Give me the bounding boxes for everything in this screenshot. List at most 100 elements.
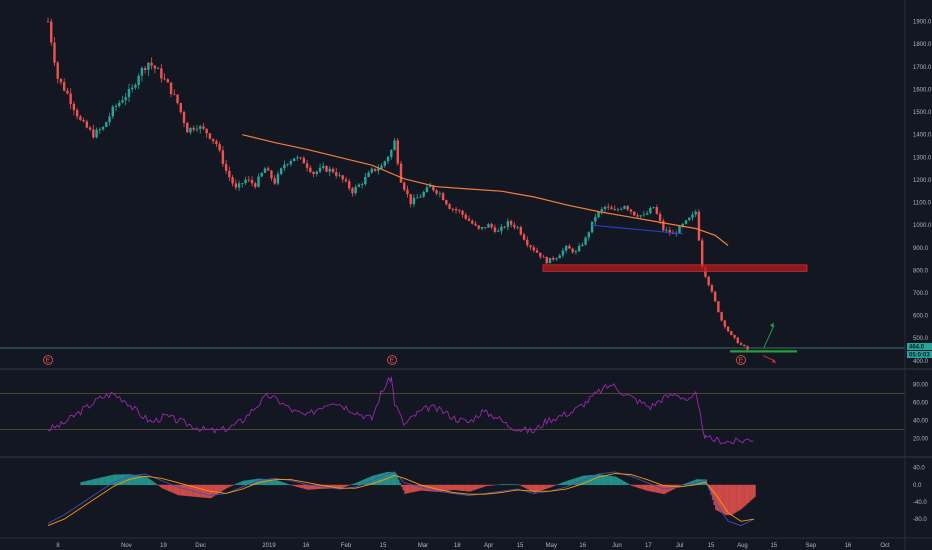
candle[interactable]	[639, 215, 642, 219]
candle[interactable]	[322, 162, 325, 170]
candle[interactable]	[412, 194, 416, 208]
up-arrow[interactable]	[763, 325, 775, 348]
candle[interactable]	[383, 160, 387, 168]
earnings-marker[interactable]	[43, 355, 53, 365]
candle[interactable]	[564, 244, 568, 254]
candle[interactable]	[205, 128, 208, 138]
macd-pane[interactable]	[47, 471, 756, 527]
candle[interactable]	[726, 325, 730, 333]
candle[interactable]	[529, 244, 532, 251]
candle[interactable]	[532, 244, 535, 253]
candle[interactable]	[626, 204, 629, 212]
candle[interactable]	[519, 225, 523, 236]
candle[interactable]	[522, 232, 526, 241]
candle[interactable]	[137, 73, 140, 90]
candle[interactable]	[331, 167, 335, 174]
candle[interactable]	[558, 253, 561, 259]
candle[interactable]	[247, 176, 250, 183]
candle[interactable]	[694, 209, 697, 218]
candle[interactable]	[186, 122, 189, 133]
candle[interactable]	[623, 205, 626, 210]
candle[interactable]	[85, 119, 89, 129]
candle[interactable]	[743, 344, 746, 347]
candle[interactable]	[140, 66, 144, 82]
candle[interactable]	[211, 138, 215, 145]
candle[interactable]	[691, 211, 694, 221]
candle[interactable]	[328, 166, 331, 177]
candle[interactable]	[347, 178, 351, 191]
candle[interactable]	[500, 224, 503, 235]
candle[interactable]	[406, 185, 409, 198]
candle[interactable]	[733, 334, 736, 340]
candle[interactable]	[717, 301, 720, 313]
candle[interactable]	[121, 96, 124, 104]
candle[interactable]	[367, 170, 370, 178]
candle[interactable]	[82, 117, 85, 123]
macd-histogram[interactable]	[80, 471, 756, 516]
candle[interactable]	[62, 78, 66, 92]
candle[interactable]	[224, 159, 228, 174]
candle[interactable]	[182, 110, 186, 128]
candle[interactable]	[53, 37, 56, 67]
candle[interactable]	[386, 155, 390, 164]
earnings-marker[interactable]	[736, 355, 746, 365]
candle[interactable]	[179, 102, 182, 115]
candle[interactable]	[254, 181, 257, 189]
candle[interactable]	[681, 222, 684, 229]
candle[interactable]	[250, 176, 254, 187]
candle[interactable]	[69, 88, 72, 110]
candle[interactable]	[493, 224, 497, 234]
candle[interactable]	[79, 114, 82, 121]
candle[interactable]	[108, 112, 111, 126]
candle[interactable]	[435, 189, 438, 196]
candle[interactable]	[234, 179, 238, 190]
candle[interactable]	[153, 64, 157, 74]
candle[interactable]	[399, 160, 403, 184]
candle[interactable]	[710, 283, 714, 294]
candle[interactable]	[393, 138, 396, 151]
candle[interactable]	[552, 256, 555, 262]
candle[interactable]	[655, 204, 659, 215]
candle[interactable]	[221, 146, 225, 168]
candle[interactable]	[438, 191, 442, 198]
candle[interactable]	[484, 227, 487, 230]
candle[interactable]	[445, 199, 448, 206]
candle[interactable]	[461, 209, 464, 218]
candle[interactable]	[118, 100, 121, 108]
macd-line[interactable]	[47, 473, 755, 527]
candle[interactable]	[487, 222, 490, 228]
candle[interactable]	[697, 209, 701, 241]
candle[interactable]	[678, 225, 681, 234]
candle[interactable]	[50, 18, 53, 46]
candle[interactable]	[72, 101, 76, 116]
candle[interactable]	[127, 83, 131, 103]
candle[interactable]	[603, 205, 607, 213]
candle[interactable]	[195, 124, 199, 133]
candle[interactable]	[419, 194, 422, 198]
candle[interactable]	[594, 213, 597, 226]
down-arrow[interactable]	[762, 354, 776, 362]
candle[interactable]	[730, 330, 733, 336]
candle[interactable]	[662, 218, 665, 233]
candle[interactable]	[360, 182, 364, 189]
candle[interactable]	[736, 336, 740, 344]
resistance-zone[interactable]	[542, 264, 808, 272]
candle[interactable]	[364, 172, 367, 187]
candle[interactable]	[590, 221, 594, 234]
candle[interactable]	[156, 66, 160, 70]
candle[interactable]	[312, 170, 315, 178]
candle[interactable]	[199, 124, 202, 134]
candle[interactable]	[302, 156, 306, 164]
candle[interactable]	[471, 219, 474, 225]
candle[interactable]	[642, 210, 646, 217]
candle[interactable]	[700, 238, 704, 270]
candle[interactable]	[490, 222, 493, 230]
candle[interactable]	[636, 213, 639, 218]
candle[interactable]	[176, 94, 179, 105]
candle[interactable]	[267, 166, 270, 171]
candle[interactable]	[315, 170, 318, 177]
candle[interactable]	[535, 247, 539, 254]
candle[interactable]	[739, 341, 743, 346]
candle[interactable]	[616, 207, 620, 212]
candle[interactable]	[228, 166, 231, 182]
